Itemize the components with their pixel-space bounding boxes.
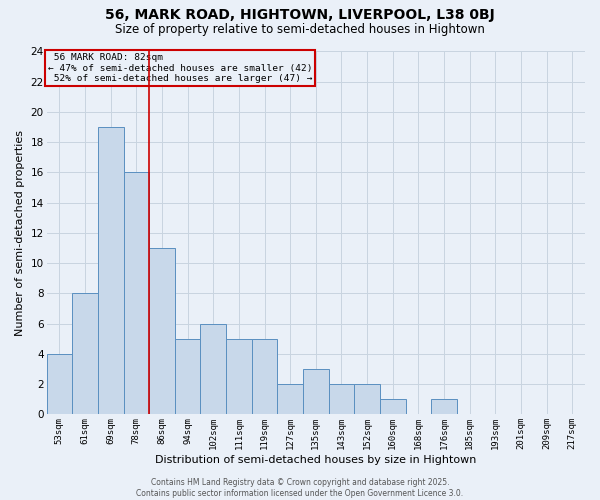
X-axis label: Distribution of semi-detached houses by size in Hightown: Distribution of semi-detached houses by …	[155, 455, 476, 465]
Bar	[98, 127, 124, 414]
Bar	[251, 339, 277, 414]
Bar	[226, 339, 251, 414]
Y-axis label: Number of semi-detached properties: Number of semi-detached properties	[15, 130, 25, 336]
Bar	[431, 400, 457, 414]
Text: Size of property relative to semi-detached houses in Hightown: Size of property relative to semi-detach…	[115, 22, 485, 36]
Text: Contains HM Land Registry data © Crown copyright and database right 2025.
Contai: Contains HM Land Registry data © Crown c…	[136, 478, 464, 498]
Text: 56, MARK ROAD, HIGHTOWN, LIVERPOOL, L38 0BJ: 56, MARK ROAD, HIGHTOWN, LIVERPOOL, L38 …	[105, 8, 495, 22]
Bar	[124, 172, 149, 414]
Bar	[354, 384, 380, 414]
Bar	[72, 294, 98, 414]
Bar	[380, 400, 406, 414]
Bar	[277, 384, 303, 414]
Bar	[47, 354, 72, 414]
Bar	[200, 324, 226, 414]
Text: 56 MARK ROAD: 82sqm
← 47% of semi-detached houses are smaller (42)
 52% of semi-: 56 MARK ROAD: 82sqm ← 47% of semi-detach…	[47, 54, 312, 83]
Bar	[149, 248, 175, 414]
Bar	[303, 369, 329, 414]
Bar	[329, 384, 354, 414]
Bar	[175, 339, 200, 414]
